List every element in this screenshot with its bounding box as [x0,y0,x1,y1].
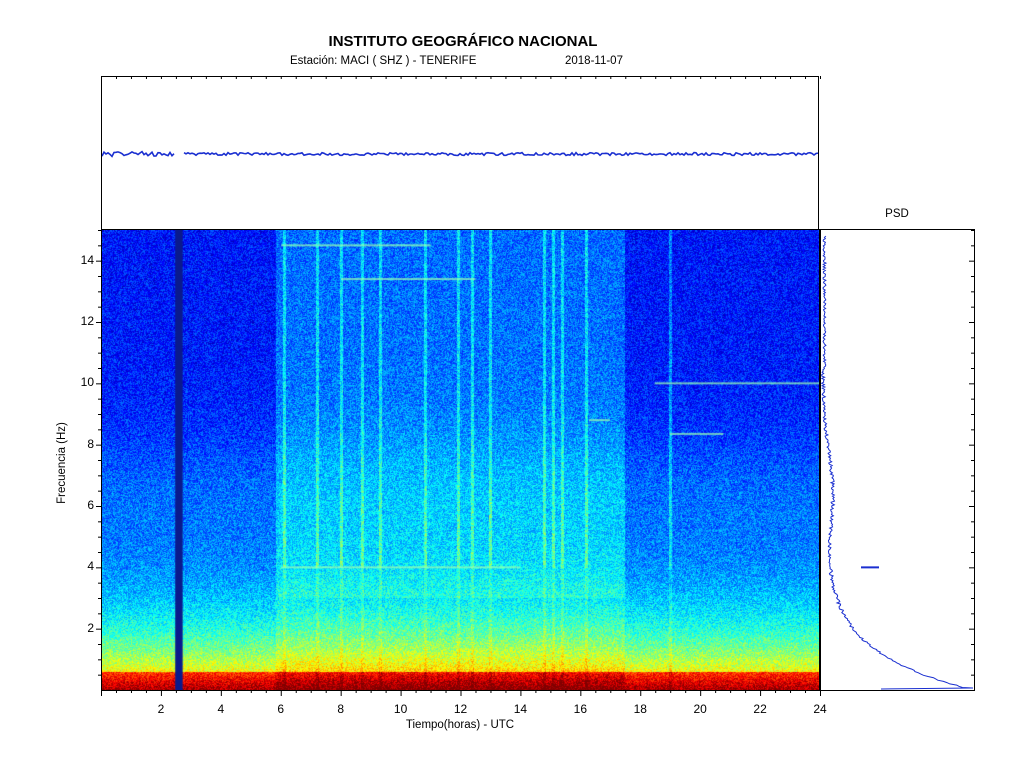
psd-title: PSD [885,208,909,220]
y-tick-label: 4 [87,559,94,574]
x-tick-label: 4 [217,702,225,716]
psd-line [821,235,974,690]
x-tick-label: 20 [693,702,707,716]
seismogram-trace [102,150,818,158]
x-tick-label: 12 [453,702,468,716]
y-tick-label: 8 [87,436,94,451]
x-tick-label: 14 [513,702,528,716]
psd-curve [821,235,974,690]
psd-panel [820,229,975,691]
x-tick-label: 8 [337,702,344,716]
x-tick-label: 24 [813,702,827,716]
chart-title: INSTITUTO GEOGRÁFICO NACIONAL [328,33,598,50]
y-tick-label: 6 [87,498,94,512]
station-label: Estación: MACI ( SHZ ) - TENERIFE [290,55,477,67]
x-tick-label: 10 [393,702,408,716]
spectrogram-heatmap [102,230,819,690]
x-tick-label: 18 [633,702,647,716]
y-tick-label: 14 [80,252,94,267]
x-axis-label: Tiempo(horas) - UTC [405,719,515,731]
x-tick-label: 16 [573,702,587,716]
spectrogram-panel [101,229,820,691]
y-tick-label: 12 [80,314,94,328]
seismogram-panel [101,76,819,229]
y-axis-label: Frecuencia (Hz) [56,422,68,504]
x-tick-label: 6 [277,702,285,716]
y-tick-label: 2 [87,620,94,635]
x-tick-label: 2 [157,702,165,716]
y-tick-label: 10 [80,375,94,390]
seismogram-line [102,150,818,158]
date-label: 2018-11-07 [565,55,623,67]
x-tick-label: 22 [753,702,767,716]
